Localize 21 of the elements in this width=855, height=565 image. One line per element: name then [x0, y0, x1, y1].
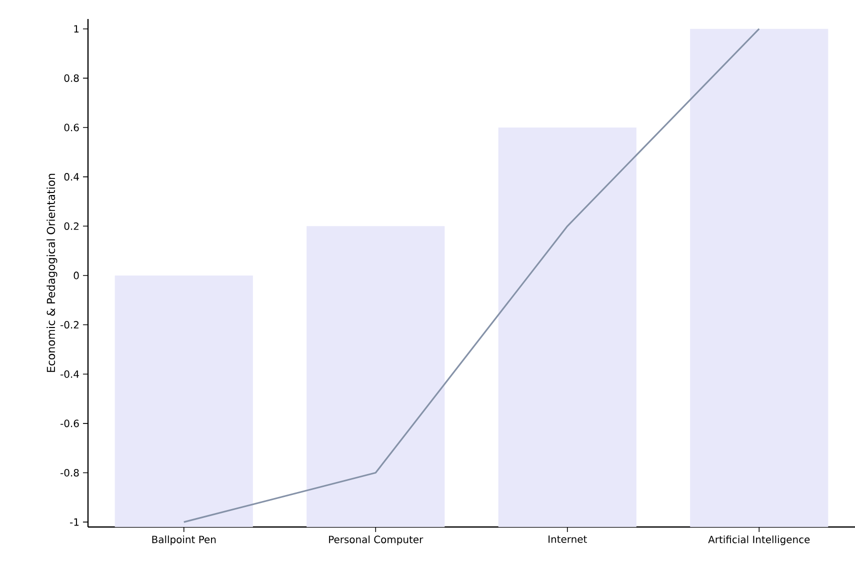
y-tick-label: 0.2	[64, 222, 78, 230]
y-tick-label: 0.6	[64, 124, 79, 132]
y-tick-label: 0	[74, 272, 79, 280]
bar	[306, 226, 445, 527]
y-tick-label: 1	[74, 25, 79, 32]
y-tick-label: -0.2	[60, 321, 78, 329]
y-tick-label: -0.8	[60, 468, 79, 477]
y-axis-title: Economic & Pedagogical Orientation	[46, 174, 58, 372]
y-tick-label: -1	[70, 518, 79, 526]
line-series	[183, 28, 760, 523]
y-tick-label: -0.6	[60, 420, 79, 428]
bar	[498, 128, 636, 527]
bar	[114, 275, 253, 527]
x-tick-label: Personal Computer	[329, 536, 424, 546]
y-tick-label: 0.8	[64, 74, 79, 82]
x-tick-label: Ballpoint Pen	[152, 536, 216, 546]
x-tick-label: Artificial Intelligence	[708, 536, 810, 546]
x-tick-label: Internet	[548, 536, 587, 543]
bar	[690, 28, 828, 527]
y-tick-label: -0.4	[60, 370, 79, 378]
y-tick-label: 0.4	[64, 173, 79, 181]
